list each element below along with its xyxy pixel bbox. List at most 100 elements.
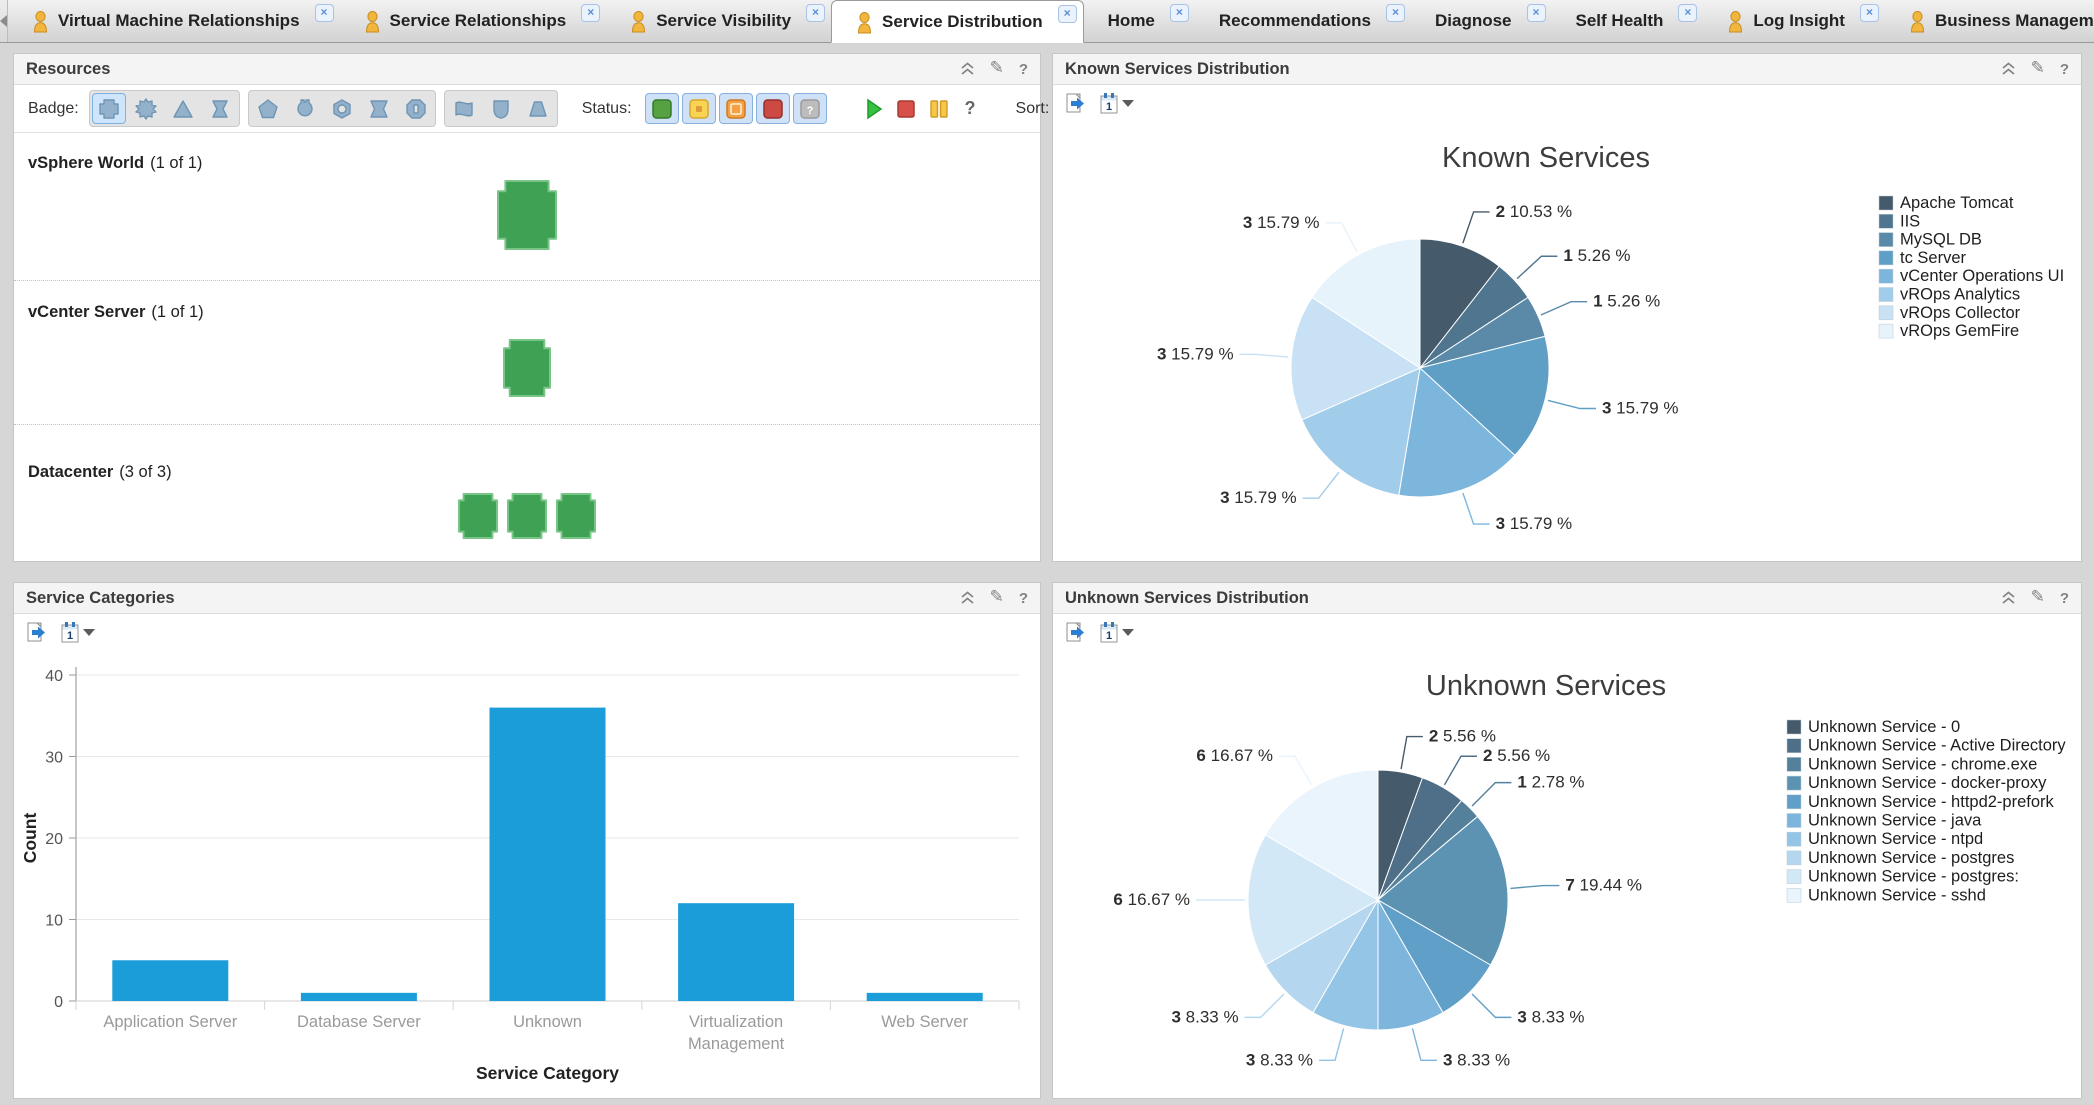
status-orange-button[interactable] <box>718 93 753 124</box>
status-yellow-button[interactable] <box>681 93 716 124</box>
legend-swatch <box>1786 831 1802 847</box>
tab-log-insight[interactable]: Log Insight × <box>1703 0 1885 42</box>
pie-slice-label: 3 15.79 % <box>1157 344 1234 363</box>
tab-close-icon[interactable]: × <box>806 4 826 22</box>
bar-web-server[interactable] <box>866 992 983 1001</box>
legend-swatch <box>1786 869 1802 884</box>
tab-home[interactable]: Home × <box>1084 0 1195 42</box>
status-green-button[interactable] <box>644 93 679 124</box>
interval-selector[interactable]: 1 <box>1099 92 1134 116</box>
pie-slice-vcenter-operations-ui[interactable] <box>1398 367 1516 498</box>
help-icon[interactable]: ? <box>1018 60 1028 78</box>
export-icon[interactable] <box>1065 92 1087 116</box>
pie-slice-unknown-service-docker-proxy[interactable] <box>1377 815 1509 966</box>
interval-selector[interactable]: 1 <box>1099 621 1134 645</box>
legend-swatch <box>1786 719 1802 735</box>
tab-close-icon[interactable]: × <box>1859 4 1879 22</box>
badge-shape-flag-button[interactable] <box>447 93 481 124</box>
known-services-panel: Known Services Distribution ✎ ? 1 Known … <box>1052 53 2082 562</box>
tab-close-icon[interactable]: × <box>1678 4 1698 22</box>
collapse-icon[interactable] <box>960 591 975 605</box>
start-collecting-button[interactable] <box>863 93 885 124</box>
tab-scroll-left-button[interactable] <box>0 0 8 42</box>
pie-slice-unknown-service-sshd[interactable] <box>1264 769 1379 901</box>
bar-virtualization-management[interactable] <box>678 903 795 1001</box>
tab-service-relationships[interactable]: Service Relationships × <box>340 0 607 42</box>
edit-icon[interactable]: ✎ <box>989 587 1004 606</box>
tab-self-health[interactable]: Self Health × <box>1552 0 1704 42</box>
tab-virtual-machine-relationships[interactable]: Virtual Machine Relationships × <box>8 0 340 42</box>
tab-recommendations[interactable]: Recommendations × <box>1195 0 1411 42</box>
tab-close-icon[interactable]: × <box>1385 4 1405 22</box>
resource-badge[interactable] <box>497 180 557 250</box>
tab-close-icon[interactable]: × <box>1526 4 1546 22</box>
badge-shape-hourglass-button[interactable] <box>203 93 237 124</box>
tab-close-icon[interactable]: × <box>1169 4 1189 22</box>
badge-shape-gear-button[interactable] <box>129 93 163 124</box>
collapse-icon[interactable] <box>960 62 975 76</box>
badge-shape-pentagon-button[interactable] <box>251 93 285 124</box>
tab-label: Recommendations <box>1218 11 1371 30</box>
status-red-icon <box>762 98 783 119</box>
tab-service-distribution[interactable]: Service Distribution × <box>831 0 1084 43</box>
legend-label: Unknown Service - docker-proxy <box>1808 774 2047 792</box>
legend-label: tc Server <box>1900 249 1967 267</box>
tab-diagnose[interactable]: Diagnose × <box>1411 0 1552 42</box>
help-icon[interactable]: ? <box>2059 60 2069 78</box>
bar-database-server[interactable] <box>300 992 417 1001</box>
badge-shape-octagon-button[interactable] <box>399 93 433 124</box>
tab-close-icon[interactable]: × <box>581 4 601 22</box>
stop-collecting-button[interactable] <box>895 93 917 124</box>
badge-shape-scroll-button[interactable] <box>362 93 396 124</box>
panel-title: Unknown Services Distribution <box>1065 588 1309 607</box>
tab-service-visibility[interactable]: Service Visibility × <box>606 0 831 42</box>
pie-slice-tc-server[interactable] <box>1418 335 1550 457</box>
collapse-icon[interactable] <box>2001 62 2016 76</box>
pie-slice-vrops-collector[interactable] <box>1290 296 1422 421</box>
pie-slice-apache-tomcat[interactable] <box>1419 238 1500 370</box>
badge-shape-hexagon-button[interactable] <box>325 93 359 124</box>
legend-swatch <box>1786 738 1802 753</box>
pause-button[interactable] <box>927 93 951 124</box>
resource-badge[interactable] <box>507 493 547 539</box>
export-icon[interactable] <box>26 621 48 645</box>
interval-selector[interactable]: 1 <box>60 621 95 645</box>
pie-label-leader <box>1325 222 1358 253</box>
pie-slice-vrops-gemfire[interactable] <box>1311 238 1421 369</box>
badge-shape-trapezoid-button[interactable] <box>521 93 555 124</box>
service-categories-panel-header: Service Categories ✎ ? <box>14 583 1040 614</box>
bar-application-server[interactable] <box>112 960 229 1001</box>
badge-shape-shield-icon <box>493 99 509 119</box>
pie-slice-vrops-analytics[interactable] <box>1301 367 1421 496</box>
bar-unknown[interactable] <box>489 707 606 1001</box>
collapse-icon[interactable] <box>2001 591 2016 605</box>
badge-shape-triangle-button[interactable] <box>166 93 200 124</box>
tab-close-icon[interactable]: × <box>314 4 334 22</box>
status-gray-button[interactable]: ? <box>792 93 827 124</box>
tab-close-icon[interactable]: × <box>1057 5 1077 23</box>
tab-label: Service Relationships <box>389 11 567 30</box>
pie-slice-unknown-service-postgres-[interactable] <box>1247 834 1379 966</box>
status-red-button[interactable] <box>755 93 790 124</box>
help-icon[interactable]: ? <box>2059 589 2069 607</box>
status-gray-icon: ? <box>799 98 820 119</box>
resource-badge[interactable] <box>503 339 551 397</box>
help-icon[interactable]: ? <box>1018 589 1028 607</box>
tab-label: Service Distribution <box>882 11 1043 31</box>
pie-slice-label: 2 5.56 % <box>1483 746 1550 765</box>
pie-label-leader <box>1516 255 1558 280</box>
edit-icon[interactable]: ✎ <box>989 58 1004 77</box>
status-yellow-icon <box>688 98 709 119</box>
badge-shape-gear-icon <box>135 97 157 120</box>
resource-badge[interactable] <box>556 493 596 539</box>
edit-icon[interactable]: ✎ <box>2030 58 2045 77</box>
badge-shape-shield-button[interactable] <box>484 93 518 124</box>
badge-shape-bomb-button[interactable] <box>288 93 322 124</box>
edit-icon[interactable]: ✎ <box>2030 587 2045 606</box>
resource-badge[interactable] <box>458 493 498 539</box>
tab-business-management[interactable]: Business Management <box>1885 0 2094 42</box>
export-icon[interactable] <box>1065 621 1087 645</box>
unknown-status-button[interactable]: ? <box>964 98 976 118</box>
badge-shape-badge-button[interactable] <box>91 93 126 124</box>
badge-shape-trapezoid-icon <box>529 100 547 117</box>
